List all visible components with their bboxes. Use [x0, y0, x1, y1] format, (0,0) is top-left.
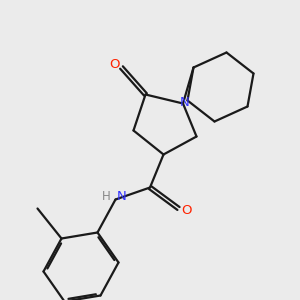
Text: N: N	[180, 95, 189, 109]
Text: H: H	[102, 190, 111, 203]
Text: N: N	[117, 190, 127, 203]
Text: O: O	[181, 203, 191, 217]
Text: O: O	[110, 58, 120, 71]
